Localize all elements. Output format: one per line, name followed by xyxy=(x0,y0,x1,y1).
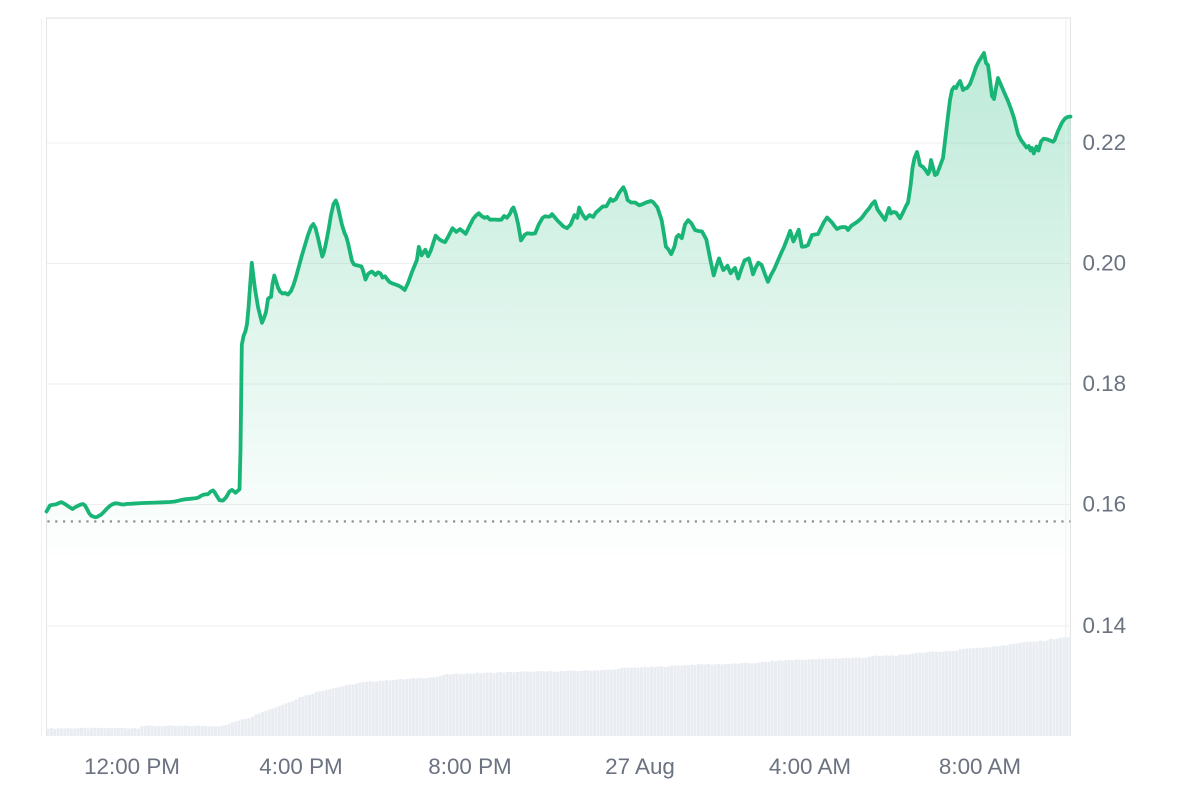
svg-text:0.20: 0.20 xyxy=(1083,251,1127,276)
svg-text:0.22: 0.22 xyxy=(1083,130,1127,155)
svg-text:0.18: 0.18 xyxy=(1083,371,1127,396)
svg-text:4:00 AM: 4:00 AM xyxy=(769,754,851,779)
svg-text:27 Aug: 27 Aug xyxy=(605,754,675,779)
svg-text:8:00 PM: 8:00 PM xyxy=(428,754,511,779)
svg-text:8:00 AM: 8:00 AM xyxy=(939,754,1021,779)
svg-text:12:00 PM: 12:00 PM xyxy=(84,754,180,779)
svg-text:0.14: 0.14 xyxy=(1083,613,1127,638)
svg-text:4:00 PM: 4:00 PM xyxy=(259,754,342,779)
svg-text:0.16: 0.16 xyxy=(1083,492,1127,517)
